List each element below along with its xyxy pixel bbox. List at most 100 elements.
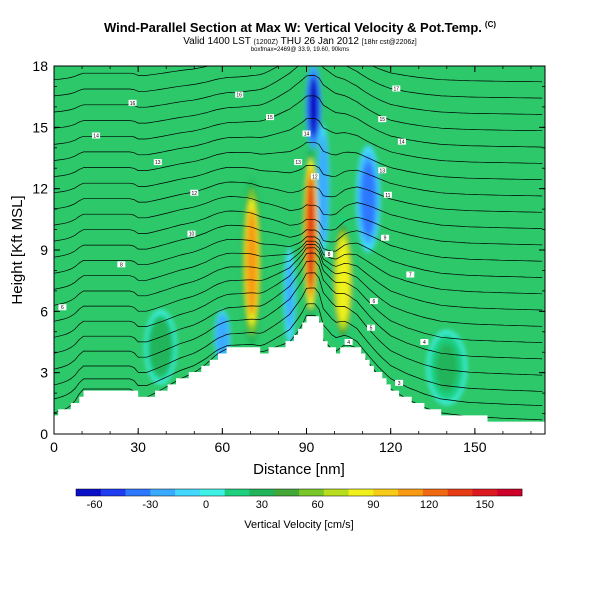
isentrope-label-bg <box>392 85 401 92</box>
colorbar-segment <box>497 489 523 496</box>
colorbar-segment <box>125 489 151 496</box>
isentrope-line-12 <box>54 196 543 229</box>
isentropes <box>54 66 543 421</box>
isentrope-label-text: 17 <box>394 86 400 92</box>
isentrope-label-bg <box>266 114 275 121</box>
colorbar-segment <box>100 489 126 496</box>
colorbar-tick-label: 120 <box>420 499 438 511</box>
velocity-band-6 <box>217 318 228 356</box>
isentrope-label-text: 11 <box>385 193 390 199</box>
velocity-band-5 <box>319 144 327 233</box>
isentrope-label-bg <box>310 173 319 180</box>
isentrope-label-text: 4 <box>347 340 350 346</box>
colorbar-segment <box>373 489 399 496</box>
isentrope-line-6 <box>54 247 543 327</box>
isentrope-label-text: 8 <box>328 252 331 258</box>
isentrope-label-12: 8 <box>324 251 333 258</box>
isentrope-label-bg <box>378 116 387 123</box>
x-tick-label: 0 <box>50 439 58 455</box>
isentrope-label-bg <box>395 379 404 386</box>
isentrope-label-text: 12 <box>312 174 318 180</box>
isentrope-label-bg <box>153 159 162 166</box>
velocity-cells <box>144 66 468 406</box>
y-tick-label: 12 <box>32 181 48 197</box>
isentrope-label-6: 16 <box>128 99 137 107</box>
isentrope-label-20: 14 <box>397 138 406 146</box>
isentrope-line-7 <box>54 243 543 311</box>
meta-line: boxfmax=2469@ 33.9, 19.60, 90kms <box>250 47 350 53</box>
isentrope-label-bg <box>92 132 101 139</box>
isentrope-label-bg <box>369 298 378 305</box>
isentrope-label-text: 6 <box>61 305 64 311</box>
colorbar-title: Vertical Velocity [cm/s] <box>244 519 353 531</box>
colorbar-segment <box>199 489 225 496</box>
isentrope-label-23: 3 <box>395 379 404 387</box>
isentrope-label-15: 5 <box>367 324 376 332</box>
isentrope-label-1: 8 <box>117 261 126 268</box>
isentrope-label-19: 15 <box>378 116 387 123</box>
x-tick-label: 30 <box>130 439 146 455</box>
isentrope-line-8 <box>54 240 543 295</box>
colorbar-segment <box>150 489 176 496</box>
colorbar-frame <box>75 488 523 497</box>
colorbar-tick-label: 60 <box>311 499 323 511</box>
y-tick-label: 15 <box>32 119 48 135</box>
velocity-band-2 <box>336 239 350 323</box>
isentrope-line-17 <box>54 95 543 148</box>
isentrope-label-22: 4 <box>420 339 429 346</box>
isentrope-label-4: 13 <box>153 159 162 166</box>
chart-title: Wind-Parallel Section at Max W: Vertical… <box>103 20 497 35</box>
isentrope-label-10: 14 <box>302 130 311 137</box>
terrain-fill <box>54 316 545 434</box>
isentrope-label-bg <box>235 91 244 98</box>
isentrope-label-bg <box>117 261 126 268</box>
isentrope-label-0: 6 <box>58 304 67 311</box>
isentrope-label-16: 9 <box>381 234 390 242</box>
colorbar-segment <box>398 489 424 496</box>
isentrope-label-text: 14 <box>399 140 405 146</box>
x-tick-label: 150 <box>463 439 487 455</box>
isentrope-label-text: 6 <box>372 299 375 305</box>
isentrope-label-5: 14 <box>92 132 101 140</box>
isentrope-label-text: 15 <box>267 115 273 121</box>
isentrope-label-18: 13 <box>378 167 387 174</box>
isentrope-label-text: 14 <box>304 131 310 137</box>
velocity-band-9 <box>435 343 458 392</box>
isentrope-label-bg <box>294 159 303 166</box>
isentrope-label-bg <box>128 99 137 106</box>
isentrope-label-text: 8 <box>120 262 123 268</box>
isentrope-label-text: 4 <box>423 340 426 346</box>
x-tick-label: 120 <box>379 439 403 455</box>
isentrope-label-text: 13 <box>295 160 301 166</box>
isentrope-label-text: 10 <box>189 232 195 238</box>
isentrope-line-20 <box>54 66 543 99</box>
isentrope-line-13 <box>54 181 543 213</box>
colorbar-tick-label: 0 <box>203 499 209 511</box>
y-axis: 0 3 6 9 12 15 18 <box>32 58 545 442</box>
isentrope-label-text: 9 <box>384 236 387 242</box>
isentrope-label-11: 12 <box>310 173 319 180</box>
velocity-band-1 <box>306 178 316 289</box>
terrain <box>54 316 545 434</box>
isentrope-label-text: 15 <box>379 117 385 123</box>
y-tick-label: 0 <box>40 426 48 442</box>
colorbar-segment <box>175 489 201 496</box>
isentrope-label-text: 14 <box>93 134 99 140</box>
velocity-band-3 <box>308 77 319 137</box>
colorbar-segment <box>249 489 275 496</box>
isentrope-label-bg <box>406 271 415 278</box>
colorbar-segment <box>422 489 448 496</box>
isentrope-label-21: 7 <box>406 271 415 279</box>
colorbar-tick-label: 90 <box>367 499 379 511</box>
colorbar-tick-label: -30 <box>142 499 158 511</box>
x-axis: 0 30 60 90 120 150 <box>50 66 532 455</box>
isentrope-label-text: 12 <box>192 191 198 197</box>
y-axis-title: Height [Kft MSL] <box>9 195 26 304</box>
isentrope-label-17: 11 <box>383 191 392 199</box>
y-tick-label: 6 <box>40 303 48 319</box>
isentrope-label-7: 16 <box>235 91 244 99</box>
isentrope-line-9 <box>54 236 543 278</box>
isentrope-label-bg <box>302 130 311 137</box>
x-axis-title: Distance [nm] <box>253 461 345 478</box>
isentrope-label-bg <box>324 251 333 258</box>
